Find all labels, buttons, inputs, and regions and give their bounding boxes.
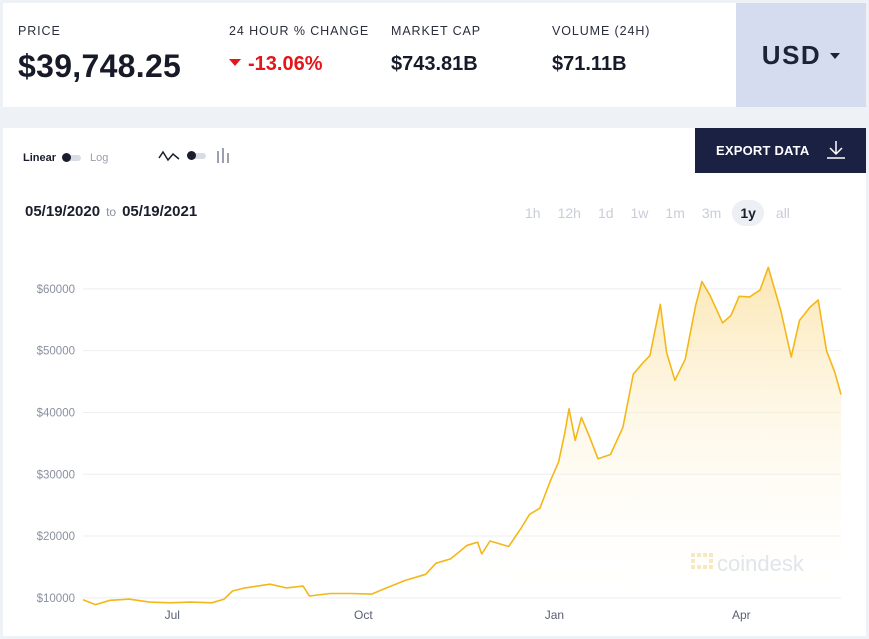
- period-12h[interactable]: 12h: [557, 205, 581, 221]
- scale-toggle[interactable]: [62, 153, 82, 162]
- period-1h[interactable]: 1h: [525, 205, 541, 221]
- date-range[interactable]: 05/19/2020 to 05/19/2021: [25, 203, 197, 220]
- price-chart: $10000$20000$30000$40000$50000$60000coin…: [37, 266, 842, 622]
- y-tick-label: $40000: [37, 407, 75, 419]
- period-all[interactable]: all: [775, 205, 790, 221]
- x-tick-label: Jul: [165, 608, 180, 622]
- price-line: [82, 266, 842, 606]
- period-1m[interactable]: 1m: [665, 205, 685, 221]
- chart-panel: $10000$20000$30000$40000$50000$60000coin…: [3, 128, 866, 636]
- volume-label: VOLUME (24H): [552, 24, 651, 38]
- download-icon: [827, 141, 845, 159]
- export-data-label: EXPORT DATA: [716, 143, 810, 158]
- market-cap-value: $743.81B: [391, 53, 478, 75]
- period-selector: 1h 12h 1d 1w 1m 3m 1y all: [525, 200, 807, 226]
- scale-control: Linear Log: [23, 152, 108, 164]
- range-to: to: [106, 205, 117, 219]
- scale-linear-label[interactable]: Linear: [23, 152, 57, 164]
- y-tick-label: $50000: [37, 346, 75, 358]
- change-value-row: -13.06%: [229, 53, 323, 76]
- export-data-button[interactable]: EXPORT DATA: [695, 128, 866, 173]
- change-value: -13.06%: [248, 53, 323, 75]
- x-tick-label: Apr: [732, 608, 751, 622]
- bar-chart-icon[interactable]: [216, 148, 230, 164]
- toggle-knob: [62, 153, 72, 162]
- period-3m[interactable]: 3m: [701, 205, 722, 221]
- chart-type-control: [158, 148, 230, 164]
- period-1y[interactable]: 1y: [732, 200, 764, 226]
- down-arrow-icon: [229, 59, 241, 67]
- stats-bar: PRICE $39,748.25 24 HOUR % CHANGE -13.06…: [3, 3, 866, 107]
- y-tick-label: $10000: [37, 593, 75, 605]
- caret-down-icon: [830, 53, 841, 59]
- range-start: 05/19/2020: [25, 203, 101, 220]
- currency-dropdown[interactable]: USD: [736, 3, 866, 107]
- scale-log-label[interactable]: Log: [90, 152, 109, 164]
- currency-value: USD: [761, 39, 822, 70]
- price-value: $39,748.25: [18, 48, 182, 84]
- chart-type-toggle[interactable]: [187, 151, 206, 160]
- volume-value: $71.11B: [552, 53, 627, 75]
- y-tick-label: $60000: [37, 284, 75, 296]
- price-label: PRICE: [18, 24, 61, 38]
- y-tick-label: $30000: [37, 469, 75, 481]
- period-1w[interactable]: 1w: [630, 205, 649, 221]
- line-chart-icon[interactable]: [158, 149, 180, 163]
- range-end: 05/19/2021: [122, 203, 198, 220]
- y-tick-label: $20000: [37, 531, 75, 543]
- x-tick-label: Oct: [354, 608, 373, 622]
- market-cap-label: MARKET CAP: [391, 24, 482, 38]
- x-tick-label: Jan: [545, 608, 564, 622]
- change-label: 24 HOUR % CHANGE: [229, 24, 370, 38]
- toggle-knob: [187, 151, 196, 160]
- period-1d[interactable]: 1d: [597, 205, 614, 221]
